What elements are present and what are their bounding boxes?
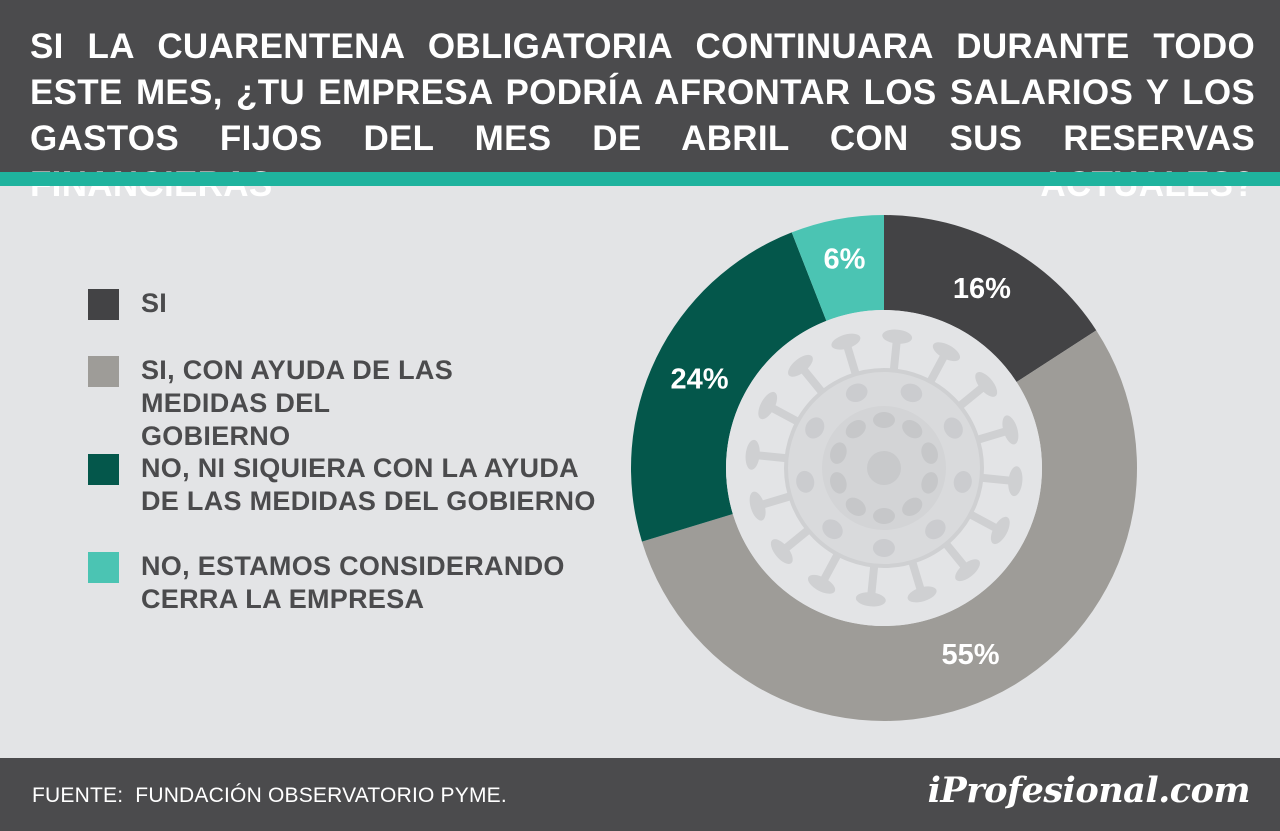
source-note: FUENTE: FUNDACIÓN OBSERVATORIO PYME. xyxy=(32,784,507,807)
footer: FUENTE: FUNDACIÓN OBSERVATORIO PYME. iPr… xyxy=(0,758,1280,831)
slice-si xyxy=(884,215,1097,383)
data-label-si-con-ayuda: 55% xyxy=(941,639,999,671)
brand-logo: iProfesional.com xyxy=(927,770,1251,811)
legend-swatch-si xyxy=(88,289,119,320)
legend-label-si: SI xyxy=(141,288,168,318)
data-label-no-ni-siquiera: 24% xyxy=(670,364,728,396)
legend-swatch-no-cerrar xyxy=(88,552,119,583)
slice-si-con-ayuda xyxy=(641,330,1137,721)
donut-data-labels: 16% 55% 24% 6% xyxy=(670,244,1011,671)
legend-swatch-no-ni-siquiera xyxy=(88,454,119,485)
accent-divider xyxy=(0,172,1280,186)
virus-icon xyxy=(726,310,1042,626)
legend-label-no-ni-siquiera: NO, NI SIQUIERA CON LA AYUDA DE LAS MEDI… xyxy=(141,453,596,516)
slice-no-cerrar xyxy=(791,215,884,321)
legend-label-no-cerrar: NO, ESTAMOS CONSIDERANDO CERRA LA EMPRES… xyxy=(141,551,565,614)
legend-label-si-con-ayuda: SI, CON AYUDA DE LAS MEDIDAS DEL GOBIERN… xyxy=(141,355,454,451)
donut-slices xyxy=(631,215,1137,721)
legend: SI SI, CON AYUDA DE LAS MEDIDAS DEL GOBI… xyxy=(88,0,628,831)
slice-no-ni-siquiera xyxy=(631,232,827,542)
data-label-no-cerrar: 6% xyxy=(824,244,866,276)
data-label-si: 16% xyxy=(953,273,1011,305)
legend-swatch-si-con-ayuda xyxy=(88,356,119,387)
